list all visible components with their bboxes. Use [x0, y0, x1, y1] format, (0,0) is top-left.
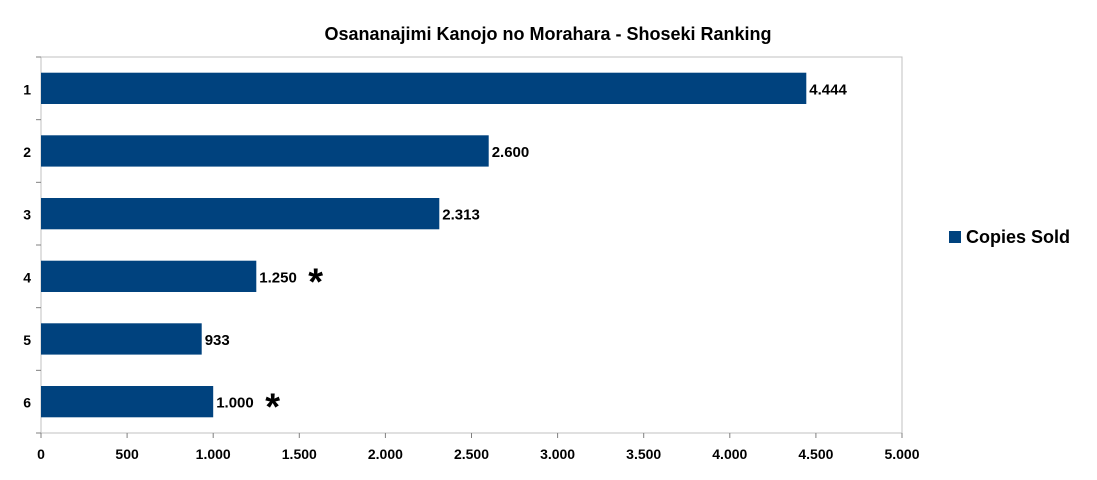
x-tick-label-9: 4.500 — [798, 446, 833, 462]
data-label-3: 2.313 — [442, 207, 480, 224]
category-label-3: 3 — [23, 207, 31, 223]
x-tick-label-10: 5.000 — [884, 446, 919, 462]
x-tick-label-7: 3.500 — [626, 446, 661, 462]
legend-swatch — [949, 231, 961, 243]
x-tick-label-3: 1.500 — [282, 446, 317, 462]
data-label-5: 933 — [205, 332, 230, 349]
category-label-5: 5 — [23, 332, 31, 348]
legend-label: Copies Sold — [966, 227, 1070, 247]
plot-area — [40, 56, 903, 434]
bar-4 — [41, 260, 257, 292]
category-label-1: 1 — [23, 81, 31, 97]
x-tick-label-8: 4.000 — [712, 446, 747, 462]
category-label-6: 6 — [23, 395, 31, 411]
category-label-2: 2 — [23, 144, 31, 160]
x-tick-label-1: 500 — [115, 446, 139, 462]
bars-layer: 4.444 2.600 2.313 1.250 * 933 1.000 * — [41, 72, 847, 429]
bar-1 — [41, 72, 807, 104]
x-tick-label-5: 2.500 — [454, 446, 489, 462]
bar-6 — [41, 386, 214, 418]
category-label-4: 4 — [23, 269, 31, 285]
x-tick-label-2: 1.000 — [196, 446, 231, 462]
data-label-4: 1.250 — [259, 269, 297, 286]
bar-3 — [41, 198, 440, 230]
x-tick-label-0: 0 — [37, 446, 45, 462]
data-label-2: 2.600 — [492, 144, 530, 161]
bar-5 — [41, 323, 202, 355]
bar-2 — [41, 135, 489, 167]
x-tick-label-6: 3.000 — [540, 446, 575, 462]
annotation-asterisk-6: * — [265, 387, 280, 429]
data-label-1: 4.444 — [809, 81, 847, 98]
legend: Copies Sold — [949, 227, 1070, 247]
chart-title: Osananajimi Kanojo no Morahara - Shoseki… — [324, 24, 771, 44]
annotation-asterisk-4: * — [308, 261, 323, 303]
data-label-6: 1.000 — [216, 395, 254, 412]
x-axis: 1 2 3 4 5 6 0 500 1.000 1.500 2.000 2.500 3.000 3.500… — [23, 56, 920, 462]
x-tick-label-4: 2.000 — [368, 446, 403, 462]
